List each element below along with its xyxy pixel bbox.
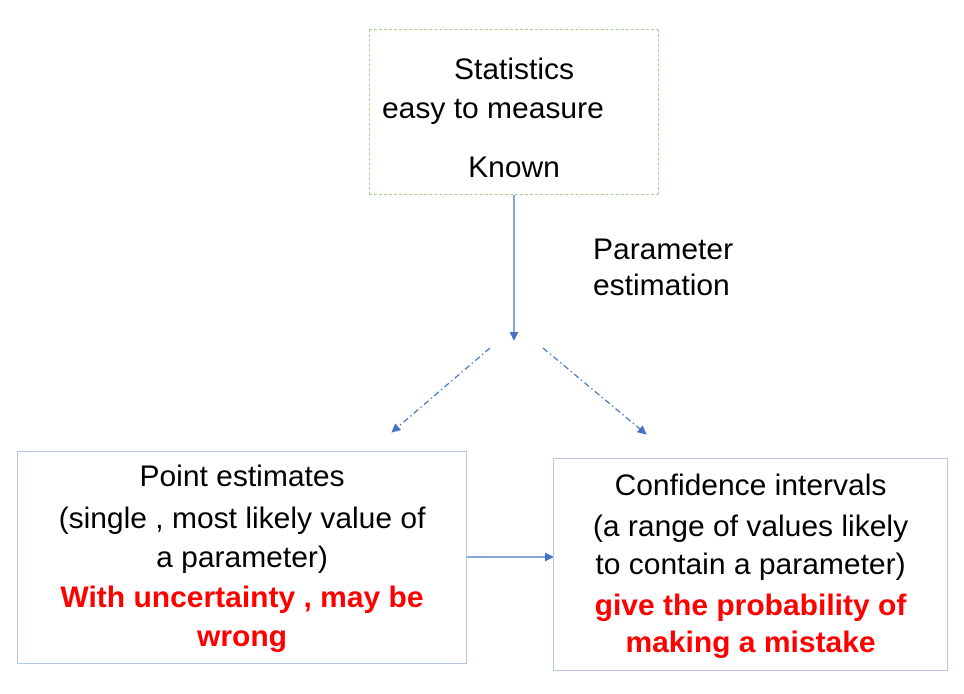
statistics-box: Statistics easy to measure Known <box>369 29 659 195</box>
point-estimates-note-1: With uncertainty , may be <box>60 581 424 614</box>
arrow-to-confidence-intervals <box>542 347 647 435</box>
parameter-estimation-line-1: Parameter <box>593 233 734 266</box>
point-estimates-note-2: wrong <box>197 620 287 653</box>
confidence-intervals-note-1: give the probability of <box>594 589 907 622</box>
statistics-line-measure: easy to measure <box>382 92 604 125</box>
confidence-intervals-title: Confidence intervals <box>614 469 887 502</box>
parameter-estimation-line-2: estimation <box>593 269 730 302</box>
point-estimates-title: Point estimates <box>139 460 345 493</box>
statistics-line-known: Known <box>468 151 560 184</box>
point-estimates-box: Point estimates (single , most likely va… <box>17 451 467 664</box>
point-estimates-desc-2: a parameter) <box>156 541 328 574</box>
parameter-estimation-label: Parameter estimation <box>593 232 733 304</box>
statistics-title: Statistics <box>453 53 575 86</box>
point-estimates-desc-1: (single , most likely value of <box>58 502 426 535</box>
confidence-intervals-box: Confidence intervals (a range of values … <box>553 458 948 671</box>
arrow-to-point-estimates <box>391 347 491 433</box>
confidence-intervals-note-2: making a mistake <box>625 626 876 659</box>
confidence-intervals-desc-2: to contain a parameter) <box>595 548 906 581</box>
confidence-intervals-desc-1: (a range of values likely <box>592 510 909 543</box>
